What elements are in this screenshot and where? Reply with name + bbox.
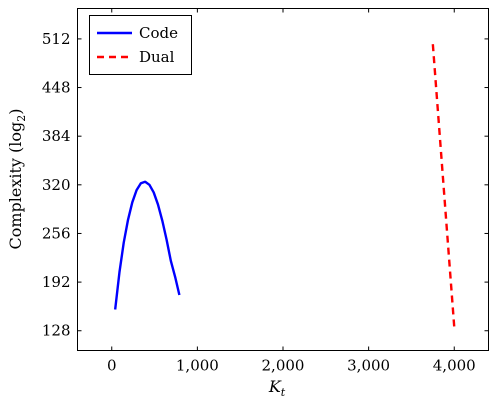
y-axis-label-main: Complexity (log xyxy=(6,122,25,250)
y-tick-label: 320 xyxy=(42,176,71,194)
legend-label-code: Code xyxy=(139,24,178,42)
y-axis-ticks: 128 192 256 320 384 448 512 xyxy=(42,30,489,340)
y-axis-label-close: ) xyxy=(6,108,25,114)
series-layer xyxy=(113,44,456,328)
x-tick-label: 2,000 xyxy=(262,357,305,375)
x-tick-label: 1,000 xyxy=(176,357,219,375)
legend-box xyxy=(89,15,192,75)
legend-label-dual: Dual xyxy=(139,48,175,66)
y-tick-label: 384 xyxy=(42,127,71,145)
series-line-dual xyxy=(431,44,456,328)
x-tick-label: 4,000 xyxy=(433,357,476,375)
y-axis-label: Complexity (log2) xyxy=(6,108,28,249)
x-axis-label: Kt xyxy=(268,377,286,399)
legend: Code Dual xyxy=(89,15,192,75)
x-axis-label-main: K xyxy=(268,377,282,396)
x-axis-ticks: 0 1,000 2,000 3,000 4,000 xyxy=(107,8,476,375)
x-tick-label: 3,000 xyxy=(347,357,390,375)
y-tick-label: 192 xyxy=(42,273,71,291)
y-axis-label-sub: 2 xyxy=(15,115,28,122)
y-tick-label: 512 xyxy=(42,30,71,48)
x-tick-label: 0 xyxy=(107,357,117,375)
series-line-code xyxy=(113,180,181,310)
x-axis-label-sub: t xyxy=(281,386,286,399)
y-tick-label: 256 xyxy=(42,224,71,242)
y-tick-label: 448 xyxy=(42,79,71,97)
y-tick-label: 128 xyxy=(42,322,71,340)
